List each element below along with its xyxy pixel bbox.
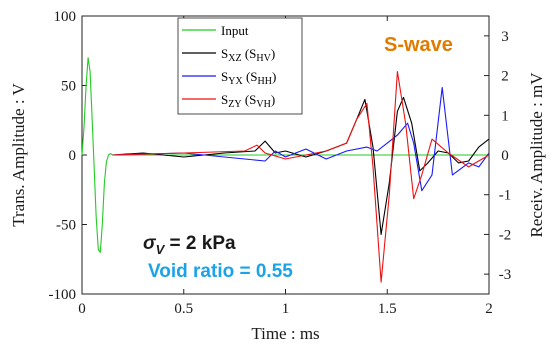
legend-box xyxy=(177,17,303,115)
left-y-tick-label: 0 xyxy=(69,148,77,164)
x-tick-label: 1.5 xyxy=(378,301,397,317)
series-line-szy xyxy=(112,71,490,283)
void-ratio-label: Void ratio = 0.55 xyxy=(148,261,293,282)
wave-type-label: S-wave xyxy=(384,34,453,56)
series-line-syx xyxy=(112,86,490,192)
left-y-tick-label: 50 xyxy=(61,79,76,95)
right-y-tick-label: 3 xyxy=(501,29,509,45)
stress-symbol: σ xyxy=(143,233,157,254)
legend-entry-input: Input xyxy=(221,23,249,38)
legend: Input SXZ (SHV) SYX (SHH) SZY (SVH) xyxy=(177,17,303,115)
legend-entry-sxz: SXZ (SHV) xyxy=(221,46,275,64)
right-y-tick-label: 1 xyxy=(501,108,509,124)
right-y-tick-label: 2 xyxy=(501,69,509,85)
right-y-tick-label: -1 xyxy=(499,188,512,204)
x-axis-label: Time : ms xyxy=(251,324,319,343)
series-lines xyxy=(81,57,490,283)
left-y-axis-label: Trans. Amplitude : V xyxy=(9,82,28,226)
right-y-axis-label: Receiv. Amplitude : mV xyxy=(527,72,546,238)
left-y-axis-ticks: 100 50 0 -50 -100 xyxy=(49,9,87,303)
legend-entry-szy: SZY (SVH) xyxy=(221,92,275,110)
stress-label: σV = 2 kPa xyxy=(143,233,236,257)
legend-entry-syx: SYX (SHH) xyxy=(221,69,276,87)
x-tick-label: 1 xyxy=(282,301,290,317)
right-y-tick-label: -3 xyxy=(499,267,512,283)
x-tick-label: 0.5 xyxy=(174,301,193,317)
x-tick-label: 2 xyxy=(485,301,493,317)
left-y-tick-label: 100 xyxy=(54,9,77,25)
left-y-tick-label: -100 xyxy=(49,287,77,303)
x-tick-label: 0 xyxy=(78,301,86,317)
stress-subscript: V xyxy=(156,242,166,257)
right-y-axis-ticks: 3 2 1 0 -1 -2 -3 xyxy=(484,29,511,283)
series-line-sxz xyxy=(112,96,490,235)
right-y-tick-label: 0 xyxy=(501,148,509,164)
right-y-tick-label: -2 xyxy=(499,227,512,243)
stress-value: = 2 kPa xyxy=(164,233,236,254)
left-y-tick-label: -50 xyxy=(56,218,76,234)
